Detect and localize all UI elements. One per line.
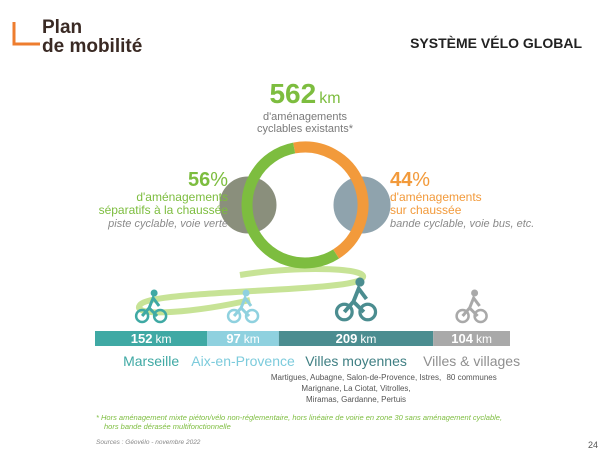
body	[461, 294, 481, 318]
page-number: 24	[588, 440, 598, 450]
wheel	[455, 308, 470, 324]
total-unit: km	[319, 90, 340, 107]
segment-note: Martigues, Aubagne, Salon-de-Provence, I…	[271, 373, 441, 382]
wheel	[334, 302, 354, 322]
cyclist-icon	[455, 289, 488, 324]
split-pct: 44%	[390, 169, 430, 191]
total-label: d'aménagements	[263, 111, 348, 123]
segment-km-unit: km	[244, 332, 260, 346]
head	[355, 277, 365, 287]
split-label: sur chaussée	[390, 203, 462, 217]
split-examples: bande cyclable, voie bus, etc.	[390, 218, 534, 230]
logo-line2: de mobilité	[42, 36, 142, 57]
segment-name: Villes moyennes	[305, 353, 407, 369]
head	[242, 289, 250, 297]
split-label: d'aménagements	[136, 190, 228, 204]
segment-km-unit: km	[155, 332, 171, 346]
segment-km: 152 km	[131, 331, 172, 346]
total: 562 km	[269, 78, 340, 109]
segment-km-unit: km	[360, 332, 376, 346]
segment-bar	[433, 331, 510, 346]
split-pct-value: 56	[188, 169, 210, 191]
split-pct-value: 44	[390, 169, 413, 191]
donut-arc	[293, 141, 369, 259]
cyclist-icon	[134, 289, 168, 324]
wheel	[244, 308, 260, 324]
wheel	[473, 308, 488, 324]
donut-arc	[241, 142, 340, 269]
segment-km: 104 km	[451, 331, 492, 346]
wheel	[152, 308, 168, 324]
segment-name: Marseille	[123, 353, 179, 369]
body	[232, 294, 253, 318]
footnote: hors bande dérasée multifonctionnelle	[104, 422, 231, 431]
segment-km-value: 209	[336, 331, 358, 346]
total-label: cyclables existants*	[257, 123, 354, 135]
segment-note: 80 communes	[446, 373, 496, 382]
segment-bar	[95, 331, 208, 346]
segment-bar	[207, 331, 279, 346]
footnote: * Hors aménagement mixte piéton/vélo non…	[96, 413, 502, 422]
split-pct-unit: %	[210, 169, 228, 191]
split-label: d'aménagements	[390, 190, 482, 204]
segment-km-value: 104	[451, 331, 473, 346]
source: Sources : Géovélo - novembre 2022	[96, 439, 201, 446]
body	[140, 294, 161, 318]
segment-note: Miramas, Gardanne, Pertuis	[306, 395, 406, 404]
segment-km-value: 97	[226, 331, 240, 346]
split-pct-unit: %	[412, 169, 430, 191]
head	[150, 289, 158, 297]
cyclist-icon	[334, 277, 378, 322]
total-value: 562	[269, 78, 316, 109]
wheel	[134, 308, 150, 324]
body	[342, 284, 368, 314]
segment-name: Aix-en-Provence	[191, 353, 295, 369]
split-examples: piste cyclable, voie verte	[107, 218, 228, 230]
segment-km: 209 km	[336, 331, 377, 346]
logo-bracket	[12, 22, 40, 46]
split-pct: 56%	[188, 169, 228, 191]
segment-km-unit: km	[476, 332, 492, 346]
segment-km: 97 km	[226, 331, 259, 346]
wheel	[358, 302, 378, 322]
segment-name: Villes & villages	[423, 353, 520, 369]
head	[471, 289, 479, 297]
slide-title: SYSTÈME VÉLO GLOBAL	[410, 35, 582, 51]
logo-line1: Plan	[42, 17, 82, 38]
segment-note: Marignane, La Ciotat, Vitrolles,	[301, 384, 410, 393]
segment-km-value: 152	[131, 331, 153, 346]
segment-bar	[278, 331, 434, 346]
cyclist-icon	[226, 289, 260, 324]
wheel	[226, 308, 242, 324]
split-label: séparatifs à la chaussée	[99, 203, 229, 217]
